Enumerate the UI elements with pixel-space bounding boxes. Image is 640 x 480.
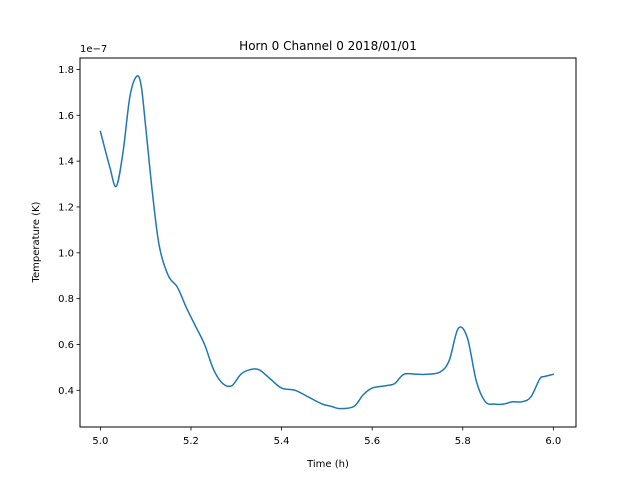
y-tick-label: 1.8 xyxy=(58,65,74,76)
axis-ticks: 5.0 5.2 5.4 5.6 5.8 6.0 0.4 0.6 0.8 1.0 1.2 1.4 1.6 1… xyxy=(58,65,561,447)
y-axis-label: Temperature (K) xyxy=(31,201,42,283)
axes-frame xyxy=(79,57,577,428)
y-tick-label: 1.4 xyxy=(58,157,74,168)
y-tick-label: 1.2 xyxy=(58,202,74,213)
y-tick-label: 0.8 xyxy=(58,294,74,305)
x-tick-label: 5.0 xyxy=(92,436,108,447)
chart-title: Horn 0 Channel 0 2018/01/01 xyxy=(239,39,417,53)
x-tick-label: 5.6 xyxy=(364,436,380,447)
plot-area xyxy=(99,75,555,410)
y-offset-text: 1e−7 xyxy=(80,44,107,55)
y-tick-label: 0.6 xyxy=(58,340,74,351)
x-tick-label: 5.8 xyxy=(455,436,471,447)
x-tick-label: 6.0 xyxy=(545,436,561,447)
series-line-0 xyxy=(99,75,555,410)
x-tick-label: 5.4 xyxy=(274,436,290,447)
y-tick-label: 0.4 xyxy=(58,386,74,397)
y-tick-label: 1.6 xyxy=(58,111,74,122)
x-tick-label: 5.2 xyxy=(183,436,199,447)
x-axis-label: Time (h) xyxy=(306,459,349,470)
y-tick-label: 1.0 xyxy=(58,248,74,259)
